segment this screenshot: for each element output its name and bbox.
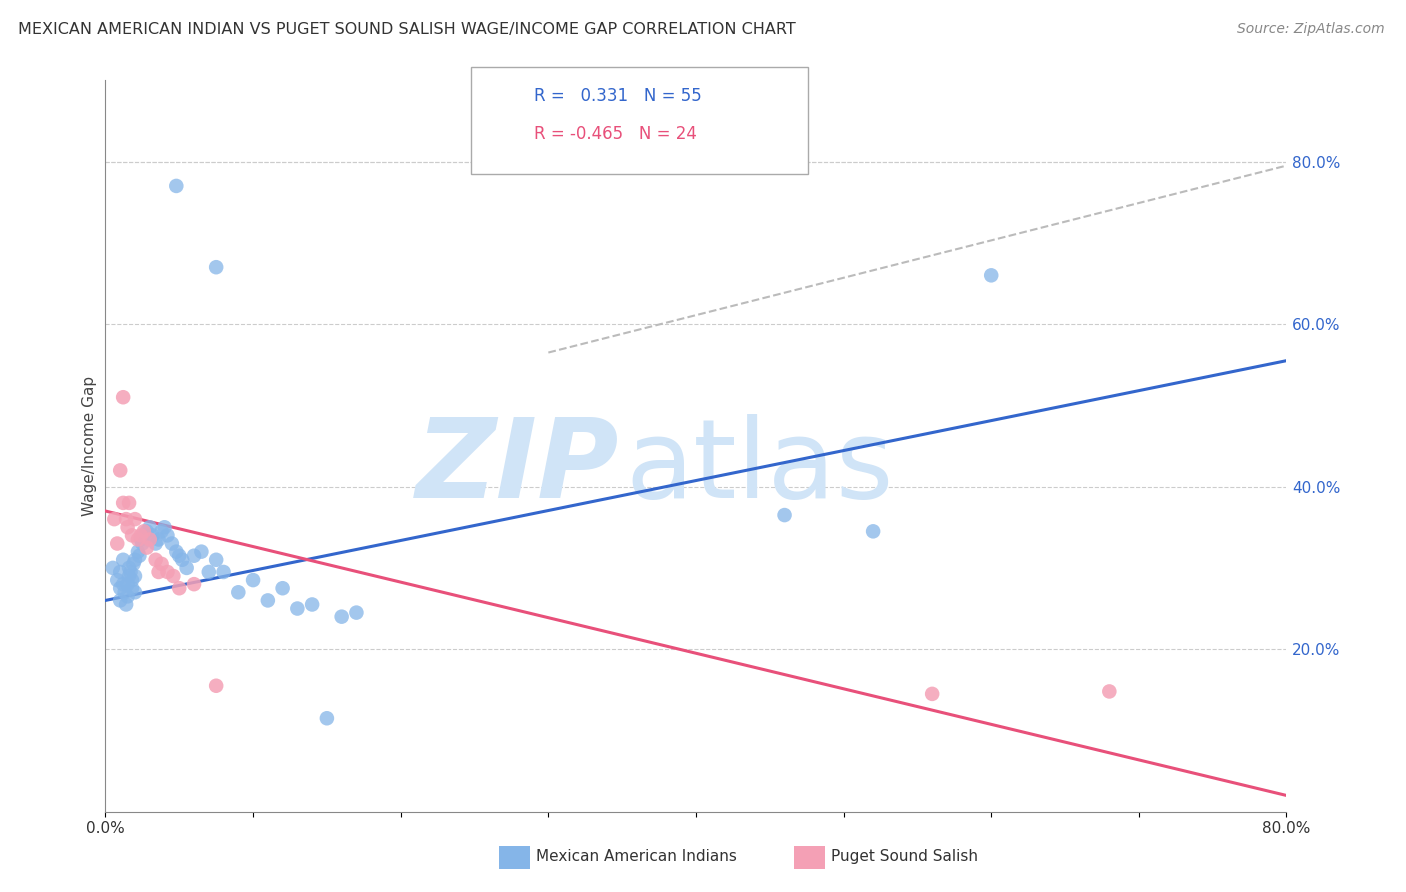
Point xyxy=(205,679,228,693)
Point xyxy=(129,533,152,547)
Point xyxy=(112,553,135,567)
Point xyxy=(117,590,139,604)
Point xyxy=(124,569,146,583)
Point xyxy=(346,606,368,620)
Point xyxy=(183,577,205,591)
Point xyxy=(212,565,235,579)
Point xyxy=(315,711,337,725)
Point xyxy=(103,512,125,526)
Point xyxy=(124,553,146,567)
Point xyxy=(138,520,162,534)
Text: R =   0.331   N = 55: R = 0.331 N = 55 xyxy=(534,87,702,105)
Point xyxy=(301,598,323,612)
Point xyxy=(128,549,150,563)
Point xyxy=(121,581,143,595)
Point xyxy=(115,512,138,526)
Point xyxy=(118,569,141,583)
Point xyxy=(120,565,142,579)
Point xyxy=(287,601,309,615)
Point xyxy=(1098,684,1121,698)
Point xyxy=(190,544,212,558)
Point xyxy=(121,573,143,587)
Point xyxy=(271,581,294,595)
Point xyxy=(169,581,191,595)
Point xyxy=(169,549,191,563)
Point xyxy=(921,687,943,701)
Point xyxy=(160,536,183,550)
Point xyxy=(148,565,170,579)
Point xyxy=(228,585,250,599)
Point xyxy=(112,496,135,510)
Point xyxy=(127,544,149,558)
Point xyxy=(142,528,165,542)
Text: ZIP: ZIP xyxy=(416,415,619,522)
Point xyxy=(183,549,205,563)
Point xyxy=(145,553,167,567)
Point xyxy=(773,508,796,522)
Point xyxy=(138,533,162,547)
Point xyxy=(145,536,167,550)
Point xyxy=(150,524,173,539)
Point xyxy=(257,593,280,607)
Point xyxy=(980,268,1002,283)
Point xyxy=(162,569,184,583)
Point xyxy=(101,561,124,575)
Point xyxy=(131,536,153,550)
Point xyxy=(132,524,155,539)
Point xyxy=(118,561,141,575)
Point xyxy=(153,520,176,534)
Point xyxy=(118,496,141,510)
Text: R = -0.465   N = 24: R = -0.465 N = 24 xyxy=(534,125,697,143)
Text: Source: ZipAtlas.com: Source: ZipAtlas.com xyxy=(1237,22,1385,37)
Point xyxy=(165,544,187,558)
Point xyxy=(110,565,132,579)
Point xyxy=(117,577,139,591)
Text: atlas: atlas xyxy=(626,415,894,522)
Point xyxy=(121,528,143,542)
Point xyxy=(124,585,146,599)
Point xyxy=(205,260,228,275)
Point xyxy=(117,520,139,534)
Point xyxy=(205,553,228,567)
Y-axis label: Wage/Income Gap: Wage/Income Gap xyxy=(82,376,97,516)
Text: MEXICAN AMERICAN INDIAN VS PUGET SOUND SALISH WAGE/INCOME GAP CORRELATION CHART: MEXICAN AMERICAN INDIAN VS PUGET SOUND S… xyxy=(18,22,796,37)
Point xyxy=(156,565,179,579)
Point xyxy=(110,581,132,595)
Point xyxy=(135,524,157,539)
Point xyxy=(110,593,132,607)
Point xyxy=(242,573,264,587)
Point xyxy=(148,533,170,547)
Point xyxy=(114,585,136,599)
Point xyxy=(172,553,194,567)
Point xyxy=(112,390,135,404)
Point xyxy=(165,178,187,193)
Point xyxy=(132,528,155,542)
Point xyxy=(105,573,128,587)
Point xyxy=(862,524,884,539)
Point xyxy=(330,609,353,624)
Point xyxy=(135,541,157,555)
Point xyxy=(112,577,135,591)
Point xyxy=(197,565,219,579)
Point xyxy=(122,557,145,571)
Point xyxy=(124,512,146,526)
Point xyxy=(115,598,138,612)
Point xyxy=(176,561,198,575)
Text: Puget Sound Salish: Puget Sound Salish xyxy=(831,849,979,863)
Point xyxy=(150,557,173,571)
Point xyxy=(105,536,128,550)
Point xyxy=(129,528,152,542)
Text: Mexican American Indians: Mexican American Indians xyxy=(536,849,737,863)
Point xyxy=(127,533,149,547)
Point xyxy=(156,528,179,542)
Point xyxy=(110,463,132,477)
